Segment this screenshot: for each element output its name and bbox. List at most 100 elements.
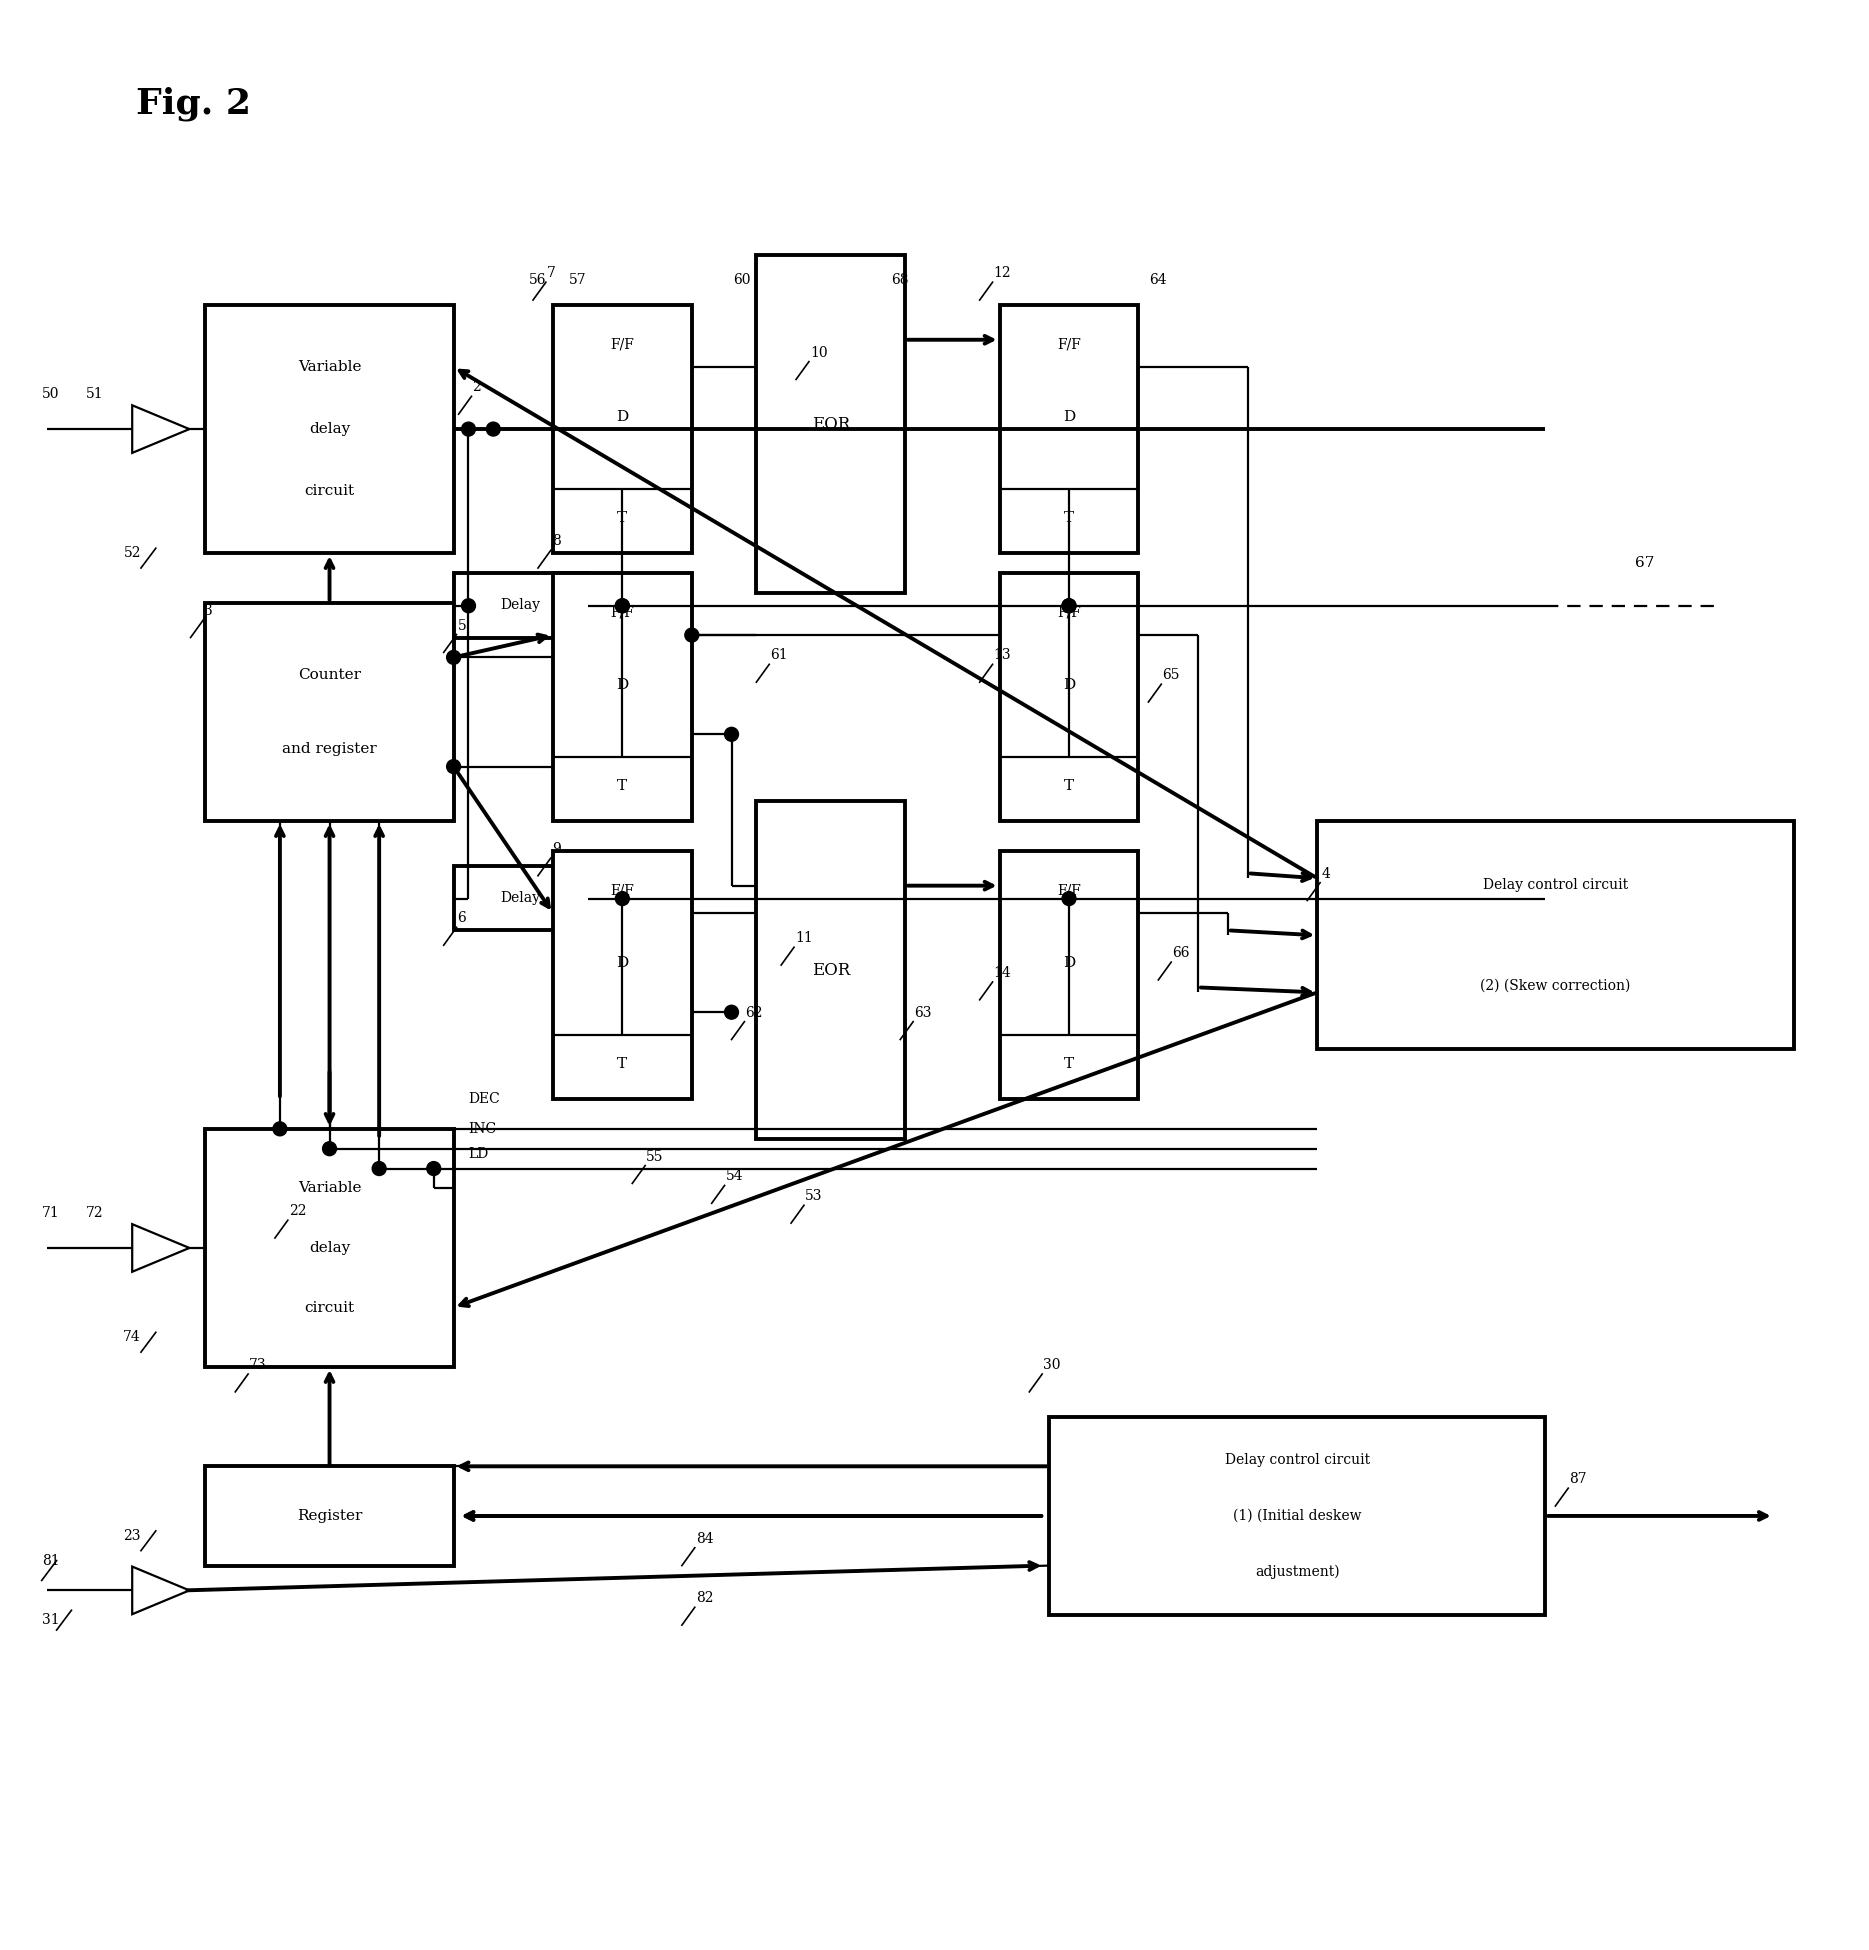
Text: 10: 10 xyxy=(809,345,828,359)
Text: 22: 22 xyxy=(290,1205,307,1219)
Bar xyxy=(757,801,905,1139)
Text: delay: delay xyxy=(308,421,350,437)
Text: 57: 57 xyxy=(568,273,587,287)
Bar xyxy=(206,1129,454,1367)
Circle shape xyxy=(615,891,630,905)
Text: 54: 54 xyxy=(725,1170,744,1184)
Text: 30: 30 xyxy=(1043,1357,1062,1373)
Bar xyxy=(206,1466,454,1566)
Circle shape xyxy=(1062,599,1077,612)
Text: 72: 72 xyxy=(86,1207,105,1221)
Text: D: D xyxy=(1063,956,1075,969)
Text: 3: 3 xyxy=(204,604,213,618)
Text: 65: 65 xyxy=(1163,669,1179,682)
Text: 52: 52 xyxy=(123,546,140,560)
Bar xyxy=(553,850,692,1100)
Text: F/F: F/F xyxy=(611,883,634,897)
Bar xyxy=(206,603,454,821)
Circle shape xyxy=(426,1162,441,1176)
Text: 68: 68 xyxy=(892,273,908,287)
Text: Counter: Counter xyxy=(297,667,361,682)
Text: F/F: F/F xyxy=(611,606,634,620)
Text: F/F: F/F xyxy=(611,337,634,351)
Circle shape xyxy=(725,727,738,741)
Circle shape xyxy=(447,760,460,774)
Text: delay: delay xyxy=(308,1240,350,1256)
Bar xyxy=(1318,821,1794,1049)
Text: and register: and register xyxy=(282,743,378,757)
Circle shape xyxy=(1062,891,1077,905)
Text: 13: 13 xyxy=(994,647,1011,663)
Text: 67: 67 xyxy=(1635,556,1654,569)
Text: INC: INC xyxy=(469,1121,497,1135)
Circle shape xyxy=(725,1006,738,1020)
Circle shape xyxy=(447,651,460,665)
Bar xyxy=(553,573,692,821)
Text: F/F: F/F xyxy=(1058,883,1080,897)
Text: circuit: circuit xyxy=(305,1301,355,1314)
Text: Delay control circuit: Delay control circuit xyxy=(1224,1453,1370,1466)
Text: 4: 4 xyxy=(1321,866,1331,881)
Text: 14: 14 xyxy=(994,965,1011,981)
Bar xyxy=(1000,850,1138,1100)
Circle shape xyxy=(684,628,699,642)
Polygon shape xyxy=(133,1225,189,1271)
Text: D: D xyxy=(617,679,628,692)
Circle shape xyxy=(615,599,630,612)
Text: 50: 50 xyxy=(41,388,60,402)
Bar xyxy=(454,573,587,638)
Text: adjustment): adjustment) xyxy=(1254,1564,1340,1580)
Bar xyxy=(1049,1418,1546,1615)
Text: 82: 82 xyxy=(695,1591,714,1605)
Text: (2) (Skew correction): (2) (Skew correction) xyxy=(1480,979,1630,993)
Text: 51: 51 xyxy=(86,388,105,402)
Text: 55: 55 xyxy=(647,1150,663,1164)
Text: 11: 11 xyxy=(794,932,813,946)
Text: circuit: circuit xyxy=(305,484,355,497)
Text: 5: 5 xyxy=(458,618,467,632)
Text: 53: 53 xyxy=(806,1190,822,1203)
Text: 66: 66 xyxy=(1172,946,1191,959)
Bar xyxy=(206,304,454,554)
Text: 74: 74 xyxy=(123,1330,140,1344)
Text: 84: 84 xyxy=(695,1533,714,1546)
Circle shape xyxy=(615,599,630,612)
Text: Delay: Delay xyxy=(501,599,540,612)
Text: D: D xyxy=(617,956,628,969)
Circle shape xyxy=(323,1143,336,1156)
Text: T: T xyxy=(617,511,628,525)
Text: 63: 63 xyxy=(914,1006,931,1020)
Circle shape xyxy=(273,1121,286,1135)
Text: 60: 60 xyxy=(733,273,749,287)
Text: D: D xyxy=(1063,410,1075,423)
Text: T: T xyxy=(617,1057,628,1071)
Bar xyxy=(1000,304,1138,554)
Text: T: T xyxy=(617,780,628,794)
Circle shape xyxy=(1062,599,1077,612)
Text: EOR: EOR xyxy=(811,961,850,979)
Circle shape xyxy=(462,599,475,612)
Bar xyxy=(454,866,587,930)
Text: (1) (Initial deskew: (1) (Initial deskew xyxy=(1234,1509,1361,1523)
Text: 8: 8 xyxy=(551,534,561,548)
Text: Register: Register xyxy=(297,1509,363,1523)
Text: D: D xyxy=(617,410,628,423)
Circle shape xyxy=(462,421,475,437)
Text: Fig. 2: Fig. 2 xyxy=(136,86,250,121)
Circle shape xyxy=(486,421,501,437)
Text: 81: 81 xyxy=(41,1554,60,1568)
Text: T: T xyxy=(1063,780,1075,794)
Text: 62: 62 xyxy=(746,1006,763,1020)
Text: 6: 6 xyxy=(458,911,467,926)
Text: LD: LD xyxy=(469,1147,488,1160)
Polygon shape xyxy=(133,1566,189,1615)
Text: Delay: Delay xyxy=(501,891,540,905)
Text: 87: 87 xyxy=(1570,1472,1587,1486)
Text: 61: 61 xyxy=(770,647,789,663)
Bar xyxy=(1000,573,1138,821)
Text: D: D xyxy=(1063,679,1075,692)
Text: 71: 71 xyxy=(41,1207,60,1221)
Text: DEC: DEC xyxy=(469,1092,501,1106)
Text: T: T xyxy=(1063,1057,1075,1071)
Text: Variable: Variable xyxy=(297,361,361,374)
